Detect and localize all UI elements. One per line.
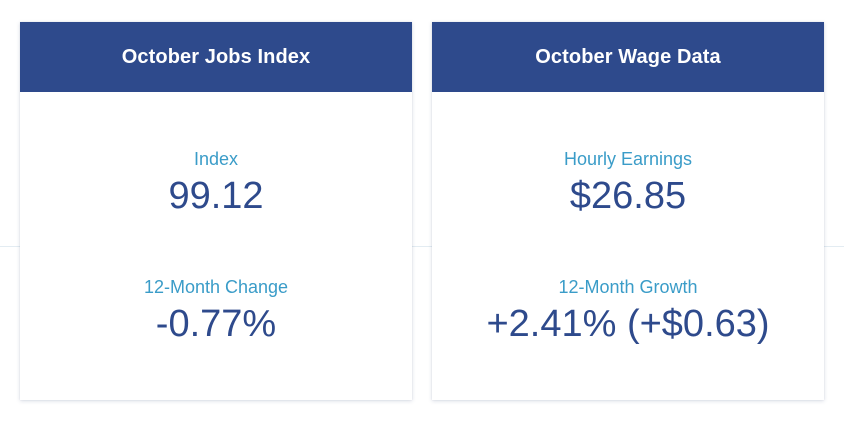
wage-growth-stat: 12-Month Growth +2.41% (+$0.63) <box>432 276 824 346</box>
stat-label: Hourly Earnings <box>563 149 693 169</box>
hourly-earnings-stat: Hourly Earnings $26.85 <box>432 148 824 218</box>
stat-label: 12-Month Growth <box>558 277 698 297</box>
wage-data-card: October Wage Data Hourly Earnings $26.85… <box>432 22 824 400</box>
jobs-index-card: October Jobs Index Index 99.12 12-Month … <box>20 22 412 400</box>
index-change-stat: 12-Month Change -0.77% <box>20 276 412 346</box>
stat-label: 12-Month Change <box>143 277 289 297</box>
stat-value: -0.77% <box>155 303 277 345</box>
index-stat: Index 99.12 <box>20 148 412 218</box>
stat-value: +2.41% (+$0.63) <box>486 303 770 345</box>
card-title: October Wage Data <box>432 22 824 92</box>
stat-value: $26.85 <box>569 175 687 217</box>
card-title: October Jobs Index <box>20 22 412 92</box>
stat-value: 99.12 <box>168 175 264 217</box>
stat-label: Index <box>193 149 239 169</box>
section-divider <box>0 246 844 247</box>
